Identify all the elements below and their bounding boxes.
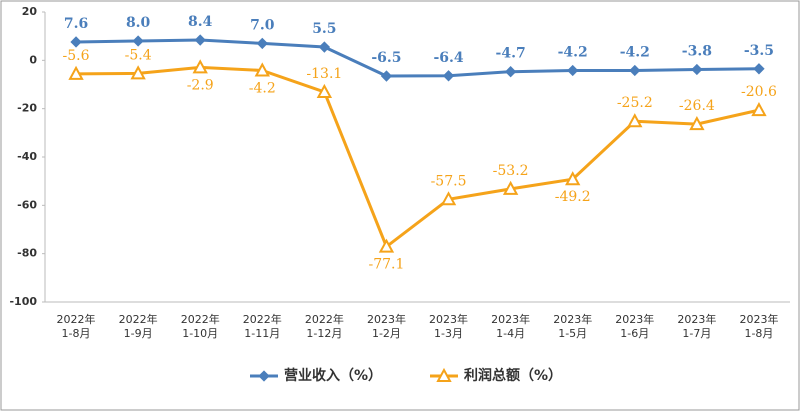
y-tick-label: 20 [22, 5, 38, 18]
data-label: -3.8 [682, 44, 712, 60]
marker [254, 62, 270, 77]
marker [132, 35, 144, 47]
marker [565, 171, 581, 186]
data-label: -3.5 [744, 43, 774, 59]
data-label: -6.4 [433, 50, 463, 66]
series-line [76, 65, 760, 250]
x-tick-label: 2023年 1-6月 [615, 313, 655, 340]
series-line [76, 38, 759, 78]
marker [691, 63, 703, 76]
marker [70, 36, 82, 48]
data-label: -57.5 [431, 173, 467, 189]
data-label: -2.9 [187, 77, 214, 93]
marker [442, 70, 455, 82]
data-label: -13.1 [306, 66, 342, 82]
y-tick-label: -100 [9, 295, 37, 308]
x-tick-label: 2022年 1-12月 [304, 313, 344, 340]
data-label: -53.2 [493, 163, 529, 179]
y-tick-label: 0 [29, 53, 37, 66]
legend-label: 利润总额（%） [464, 367, 562, 384]
marker [504, 66, 517, 78]
x-tick-label: 2022年 1-11月 [242, 313, 282, 340]
marker [627, 113, 643, 128]
y-tick-label: -20 [17, 102, 37, 115]
marker [502, 180, 519, 195]
marker [567, 64, 579, 77]
data-label: 8.4 [188, 14, 213, 30]
x-tick-label: 2023年 1-7月 [677, 313, 717, 340]
marker [316, 83, 333, 98]
data-label: -5.6 [63, 48, 90, 64]
x-tick-label: 2023年 1-4月 [491, 313, 531, 340]
marker [380, 70, 393, 82]
data-label: 8.0 [126, 15, 151, 31]
legend-marker [258, 370, 270, 382]
marker [192, 59, 208, 74]
data-label: -4.2 [558, 44, 588, 60]
marker [378, 238, 395, 253]
data-label: -25.2 [617, 95, 653, 111]
marker [194, 34, 206, 46]
marker [689, 116, 705, 131]
x-tick-label: 2022年 1-10月 [180, 313, 220, 340]
y-tick-label: -60 [17, 198, 37, 211]
marker [753, 63, 765, 75]
data-label: 5.5 [312, 21, 336, 37]
y-tick-label: -40 [17, 150, 37, 163]
marker [256, 37, 268, 50]
marker [629, 64, 641, 77]
marker [130, 65, 146, 80]
x-tick-label: 2022年 1-8月 [56, 313, 96, 340]
x-tick-label: 2023年 1-3月 [429, 313, 469, 340]
data-label: -77.1 [369, 257, 405, 273]
data-label: -4.2 [249, 80, 276, 96]
data-label: -26.4 [679, 98, 715, 114]
marker [318, 41, 331, 53]
data-label: -5.4 [125, 47, 152, 63]
legend-label: 营业收入（%） [284, 367, 382, 384]
data-label: -4.7 [496, 46, 526, 62]
y-tick-label: -80 [17, 247, 37, 260]
data-label: -4.2 [620, 44, 650, 60]
data-label: -20.6 [741, 84, 777, 100]
x-tick-label: 2023年 1-5月 [553, 313, 593, 340]
marker [440, 191, 457, 206]
legend-marker [436, 367, 452, 382]
marker [751, 102, 767, 117]
x-tick-label: 2022年 1-9月 [118, 313, 158, 340]
data-label: 7.0 [250, 17, 275, 33]
x-tick-label: 2023年 1-2月 [366, 313, 406, 340]
x-tick-label: 2023年 1-8月 [739, 313, 779, 340]
data-label: -49.2 [555, 189, 591, 205]
marker [68, 65, 84, 80]
data-label: 7.6 [64, 16, 88, 32]
data-label: -6.5 [371, 50, 401, 66]
